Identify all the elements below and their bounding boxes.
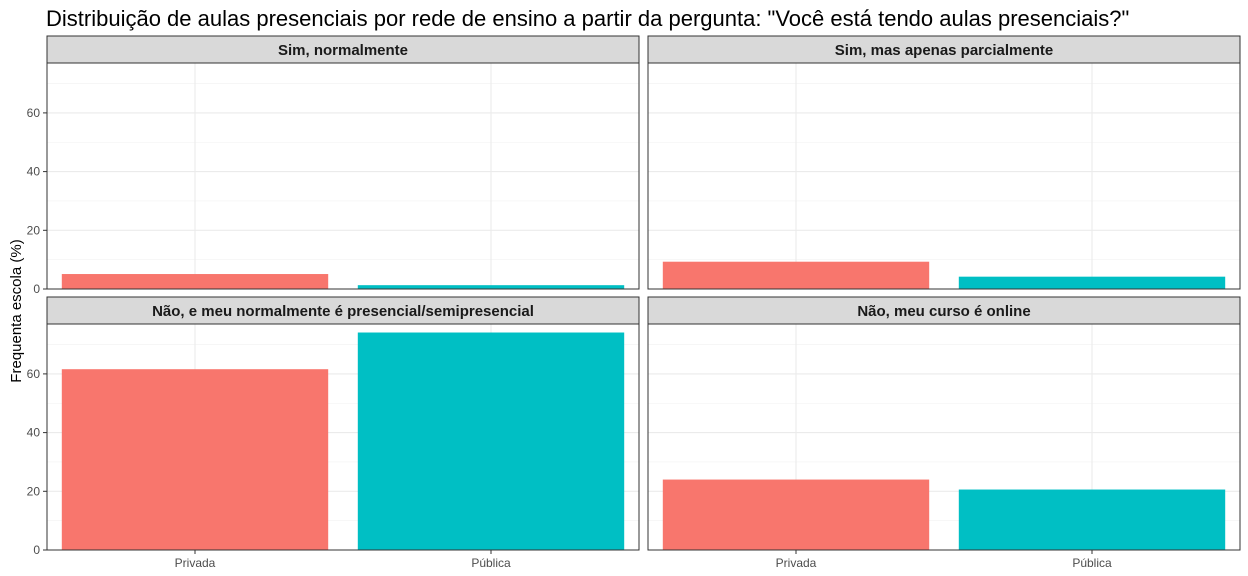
- facet-panels: Sim, normalmente 0 20 40 60 Sim, mas apenas p…: [27, 35, 1241, 570]
- x-tick-label: Pública: [471, 556, 511, 570]
- facet-strip: [46, 35, 640, 64]
- panel-border: [647, 323, 1241, 551]
- panel-background: [648, 63, 1240, 289]
- bar-privada: [662, 261, 930, 289]
- bar-pública: [958, 276, 1226, 289]
- facet-strip: [647, 35, 1241, 64]
- bar-pública: [357, 332, 625, 550]
- x-tick-label: Pública: [1072, 556, 1112, 570]
- y-tick-label: 0: [33, 543, 40, 557]
- bar-privada: [662, 479, 930, 550]
- y-tick-label: 20: [27, 223, 41, 237]
- panel-border: [46, 323, 640, 551]
- bar-pública: [958, 489, 1226, 550]
- facet-strip-label: Não, meu curso é online: [857, 303, 1030, 320]
- y-tick-label: 60: [27, 367, 41, 381]
- panel-border: [46, 62, 640, 290]
- panel-background: [47, 63, 639, 289]
- facet-strip-label: Sim, normalmente: [278, 42, 408, 59]
- panel-border: [647, 62, 1241, 290]
- y-tick-label: 40: [27, 426, 41, 440]
- y-tick-label: 20: [27, 484, 41, 498]
- bar-pública: [357, 285, 625, 289]
- y-tick-label: 0: [33, 282, 40, 296]
- facet-panel: Não, e meu normalmente é presencial/semi…: [27, 296, 640, 570]
- facet-panel: Sim, mas apenas parcialmente: [647, 35, 1241, 290]
- x-tick-label: Privada: [175, 556, 216, 570]
- facet-strip-label: Não, e meu normalmente é presencial/semi…: [152, 303, 534, 320]
- facet-panel: Sim, normalmente 0 20 40 60: [27, 35, 640, 296]
- y-axis-label: Frequenta escola (%): [8, 239, 25, 382]
- facet-strip-label: Sim, mas apenas parcialmente: [835, 42, 1053, 59]
- chart-title: Distribuição de aulas presenciais por re…: [46, 6, 1129, 31]
- y-tick-label: 60: [27, 106, 41, 120]
- facet-strip: [46, 296, 640, 325]
- x-tick-label: Privada: [776, 556, 817, 570]
- bar-privada: [61, 369, 329, 550]
- facet-panel: Não, meu curso é online Privada Pública: [647, 296, 1241, 570]
- y-tick-label: 40: [27, 165, 41, 179]
- bar-privada: [61, 274, 329, 289]
